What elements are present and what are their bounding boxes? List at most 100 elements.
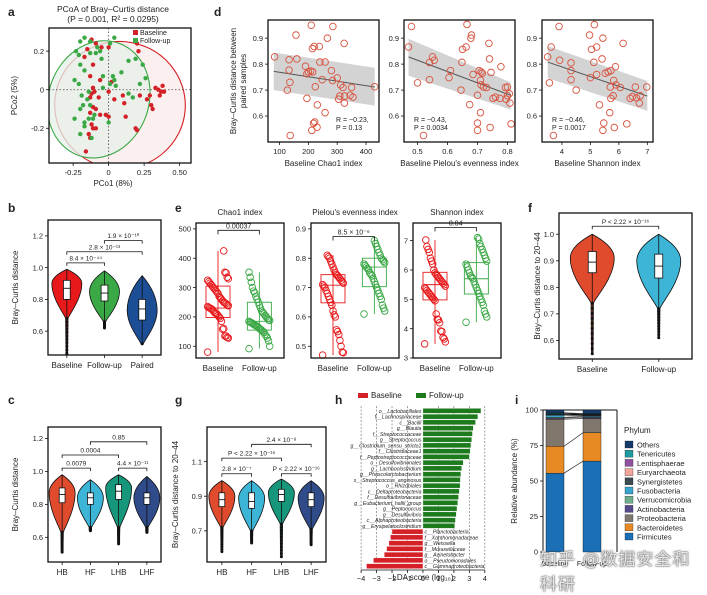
taxon-label: g__Erysipelatoclostridium [362,524,422,530]
significance-bracket [222,458,282,461]
outlier-point [657,310,660,313]
panel-label-i: i [515,393,518,407]
y-tick-label: 0.7 [544,310,554,319]
x-tick-label: Follow-up [641,365,676,374]
plot-area [31,26,191,174]
outlier-point [117,542,120,545]
x-tick-label: LHB [111,568,127,577]
data-point-follow-up [81,103,85,107]
outlier-point [65,317,68,320]
data-point-baseline [94,126,98,130]
stack-connector [564,417,583,418]
lda-bar [423,500,458,505]
legend-swatch-follow-up [416,393,426,398]
y-tick-label: 0.7 [527,86,537,95]
data-point-baseline [136,49,140,53]
legend-label: Synergistetes [637,477,683,486]
x-tick-label: Follow-up [459,364,494,373]
stack-connector [564,415,583,416]
x-tick-label: −4 [357,574,366,583]
data-point-baseline [135,128,139,132]
subplot-1: Chao1 index0.00037100200300400500Baselin… [178,208,284,373]
data-point [331,312,338,319]
panel-h-lda: o__Lactobacillalesf__Lachnospiraceaec__B… [351,391,487,583]
chart-subtitle: (P = 0.001, R² = 0.0295) [67,14,159,24]
violin-box [278,489,284,501]
data-point-follow-up [114,84,118,88]
x-tick-label: −3 [372,574,381,583]
outlier-point [280,536,283,539]
legend-swatch-others [625,441,633,448]
y-tick-label: 0.8 [527,60,537,69]
x-tick-label: Baseline [420,364,451,373]
significance-label: 2.8 × 10⁻¹³ [89,244,121,251]
lda-bar [423,454,469,459]
legend-swatch-tenericutes [625,450,633,457]
significance-label: P < 2.22 × 10⁻¹⁶ [228,451,276,458]
data-point [600,120,607,127]
significance-bracket [67,252,142,255]
outlier-point [280,522,283,525]
data-point-baseline [88,74,92,78]
data-point-baseline [87,132,91,136]
data-point [474,120,481,127]
data-point [330,23,337,30]
data-point-baseline [92,89,96,93]
legend-swatch-lentisphaerae [625,459,633,466]
x-tick-label: Baseline [318,364,349,373]
lda-bar [384,552,423,557]
legend-swatch-proteobacteria [625,515,633,522]
outlier-point [591,337,594,340]
data-point-follow-up [106,120,110,124]
data-point-follow-up [87,89,91,93]
significance-bracket [67,263,105,266]
data-point [477,109,484,116]
data-point-follow-up [77,53,81,57]
significance-bracket [333,237,374,241]
significance-bracket [90,442,147,445]
x-tick-label: LHF [139,568,154,577]
y-tick-label: 0.6 [544,336,554,345]
panel-e-boxplots: Chao1 index0.00037100200300400500Baselin… [178,208,501,373]
y-tick-label: 1.0 [544,230,554,239]
outlier-point [65,348,68,351]
panel-label-h: h [335,393,342,407]
y-tick-label: 7 [404,236,408,245]
panel-label-e: e [175,201,182,215]
y-axis-label: Bray–Curtis distance to 20–44 [171,440,180,548]
outlier-point [657,322,660,325]
y-axis-label: Bray–Curtis distance [11,457,20,531]
outlier-point [591,302,594,305]
stack-segment-others [546,410,564,413]
data-point-follow-up [126,59,130,63]
lda-bar [367,564,423,569]
legend-swatch-euryarchaeota [625,469,633,476]
significance-bracket [62,455,119,458]
y-tick-label: 0.5 [296,342,306,351]
panel-a-pcoa: PCoA of Bray–Curtis distance(P = 0.001, … [10,4,191,188]
data-point [414,80,421,87]
outlier-point [657,313,660,316]
y-tick-label: 6 [404,266,408,275]
data-point-baseline [160,84,164,88]
data-point [606,109,613,116]
outlier-point [657,336,660,339]
data-point-follow-up [72,78,76,82]
outlier-point [591,327,594,330]
legend-label: Firmicutes [637,533,672,542]
data-point-follow-up [72,116,76,120]
legend-label: Baseline [140,30,167,37]
stack-segment-bacteroidetes [546,446,564,473]
lda-bar [423,483,460,488]
significance-label: 2.8 × 10⁻⁷ [222,466,252,473]
data-point-follow-up [79,93,83,97]
data-point-follow-up [138,82,142,86]
legend-swatch-follow-up [133,38,138,43]
data-point-follow-up [89,136,93,140]
lda-bar [392,529,423,534]
outlier-point [280,555,283,558]
outlier-point [657,316,660,319]
outlier-point [89,529,92,532]
